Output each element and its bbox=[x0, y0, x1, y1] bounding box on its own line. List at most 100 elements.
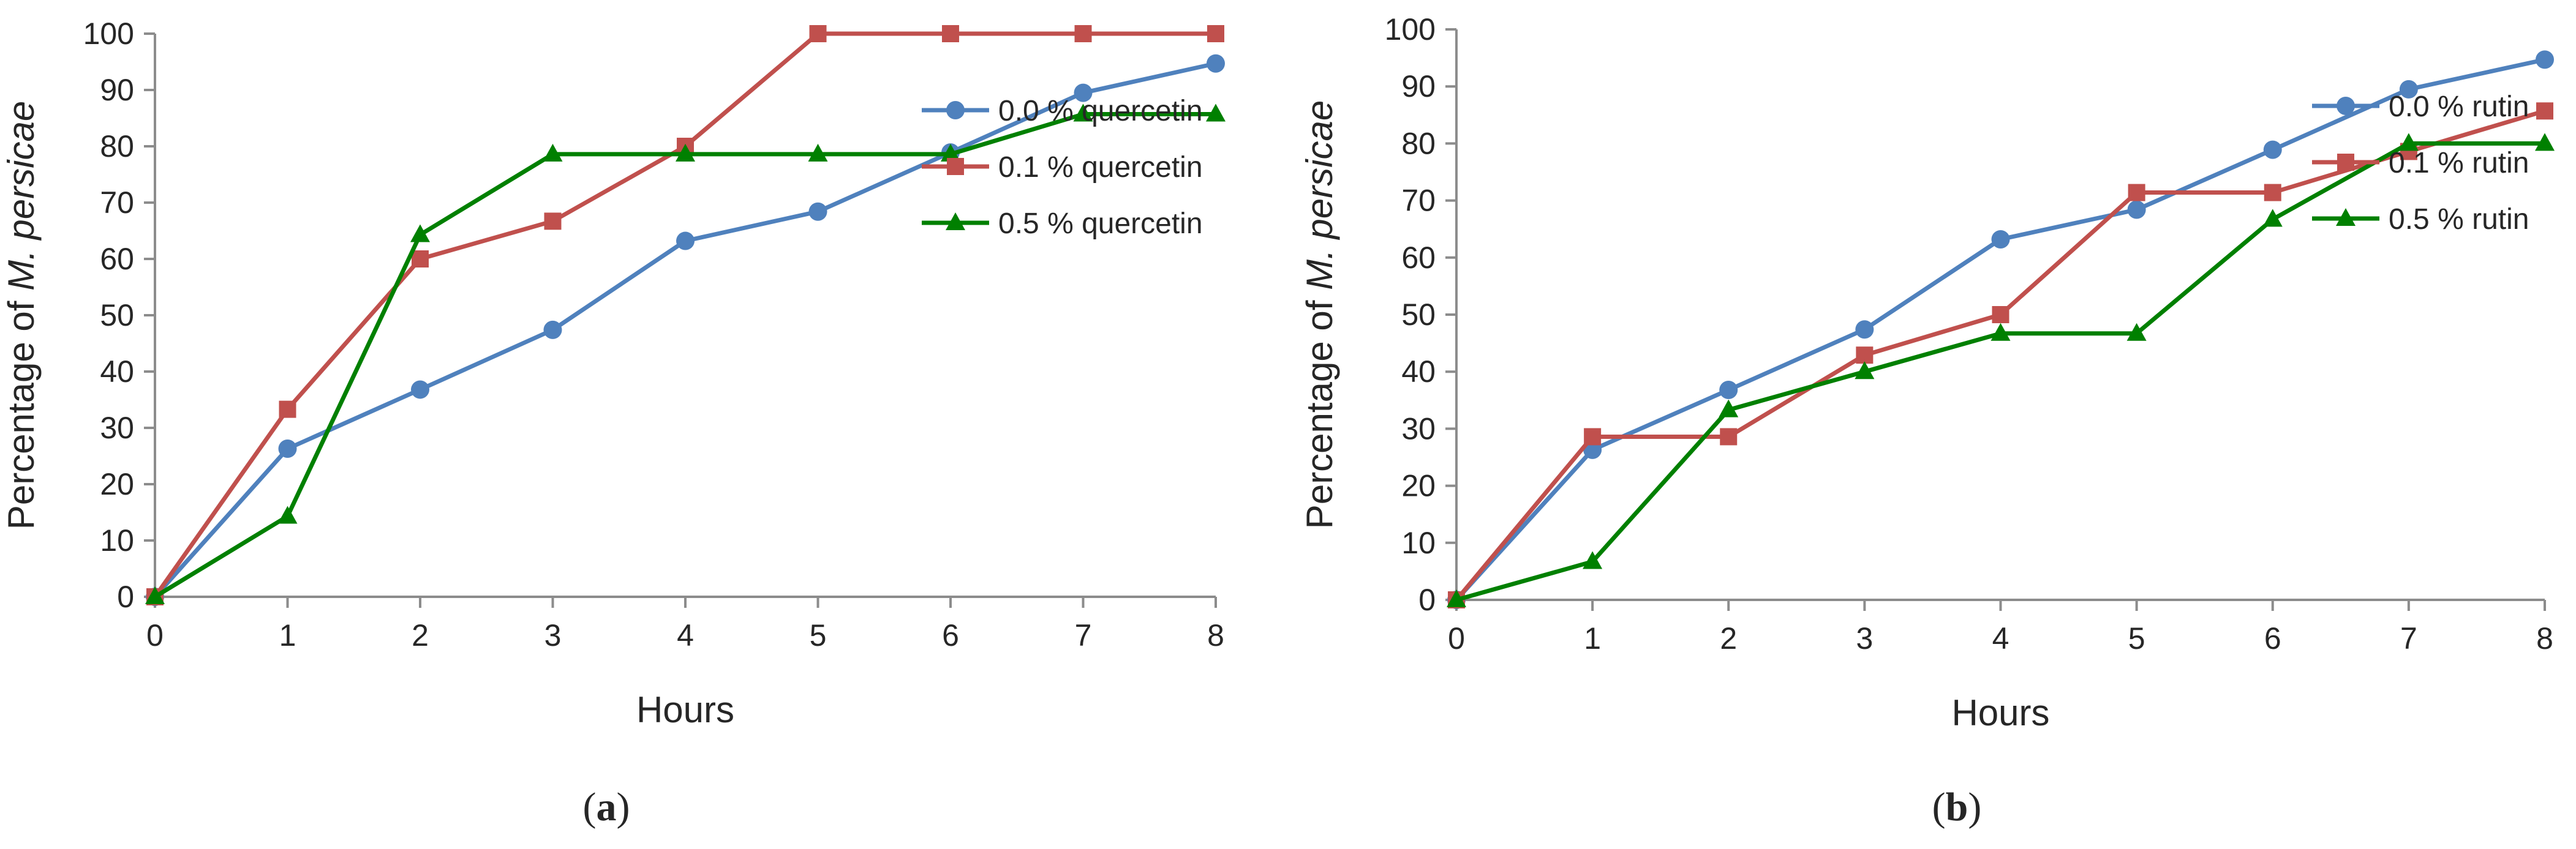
legend-entry: 0.1 % rutin bbox=[2389, 147, 2529, 179]
x-tick-label: 1 bbox=[279, 618, 296, 653]
data-point bbox=[1073, 103, 1093, 122]
y-tick-label: 60 bbox=[1401, 241, 1436, 275]
y-tick-label: 30 bbox=[100, 411, 134, 445]
chart-panel-a: 0 10 20 30 40 50 60 70 80 90 100 0 1 2 3 4 5 6 7 8 Hours Perc… bbox=[1, 17, 1226, 829]
data-point bbox=[145, 586, 165, 604]
y-tick-label: 80 bbox=[100, 129, 134, 163]
data-point bbox=[410, 224, 430, 242]
x-tick-label: 4 bbox=[677, 618, 694, 653]
data-point bbox=[1074, 25, 1092, 42]
data-point bbox=[1207, 54, 1225, 73]
data-point bbox=[2536, 102, 2553, 120]
data-point bbox=[1855, 320, 1874, 339]
data-point bbox=[808, 202, 827, 221]
legend-marker bbox=[2337, 154, 2354, 171]
x-tick-label: 7 bbox=[2400, 621, 2417, 656]
data-point bbox=[2398, 133, 2419, 151]
x-axis-title: Hours bbox=[1951, 692, 2049, 733]
series-2 bbox=[1447, 133, 2555, 607]
x-tick-label: 1 bbox=[1584, 621, 1601, 656]
y-tick-label: 90 bbox=[1401, 69, 1436, 103]
data-point bbox=[411, 380, 429, 399]
legend-marker bbox=[946, 101, 965, 119]
data-point bbox=[2535, 133, 2555, 151]
data-point bbox=[1991, 230, 2010, 249]
x-axis-title: Hours bbox=[636, 689, 734, 730]
data-point bbox=[1720, 428, 1738, 446]
x-tick-label: 3 bbox=[1856, 621, 1873, 656]
legend-entry: 0.5 % rutin bbox=[2389, 203, 2529, 236]
y-tick-label: 100 bbox=[1385, 12, 1436, 47]
data-point bbox=[1584, 428, 1602, 446]
data-point bbox=[1206, 103, 1226, 122]
data-point bbox=[2126, 323, 2147, 341]
y-tick-label: 10 bbox=[100, 523, 134, 558]
data-point bbox=[412, 250, 429, 267]
x-tick-label: 3 bbox=[544, 618, 562, 653]
series-2 bbox=[145, 103, 1226, 604]
y-tick-label: 0 bbox=[117, 580, 134, 614]
data-point bbox=[543, 143, 563, 162]
legend: 0.0 % quercetin 0.1 % quercetin 0.5 % quer… bbox=[922, 95, 1203, 240]
y-tick-label: 100 bbox=[83, 17, 134, 51]
y-tick-label: 40 bbox=[100, 354, 134, 389]
legend-entry: 0.0 % rutin bbox=[2389, 91, 2529, 123]
data-point bbox=[2127, 200, 2146, 219]
series-0 bbox=[146, 54, 1225, 606]
x-tick-label: 8 bbox=[2536, 621, 2553, 656]
data-point bbox=[279, 400, 296, 418]
legend-marker bbox=[2337, 97, 2355, 115]
data-point bbox=[2128, 184, 2145, 201]
series-line bbox=[1456, 141, 2545, 602]
y-tick-label: 20 bbox=[100, 467, 134, 501]
data-point bbox=[1583, 551, 1603, 569]
data-point bbox=[2536, 50, 2554, 69]
x-tick-label: 5 bbox=[810, 618, 827, 653]
x-tick-label: 7 bbox=[1075, 618, 1092, 653]
panel-label: (b) bbox=[1932, 785, 1982, 829]
data-point bbox=[1074, 83, 1093, 102]
legend-entry: 0.0 % quercetin bbox=[998, 95, 1203, 127]
series-1 bbox=[1448, 102, 2553, 608]
data-point bbox=[1990, 323, 2011, 341]
y-tick-label: 20 bbox=[1401, 469, 1436, 503]
data-point bbox=[2264, 184, 2281, 201]
x-tick-label: 5 bbox=[2128, 621, 2145, 656]
data-point bbox=[544, 212, 562, 230]
data-point bbox=[1207, 25, 1224, 42]
data-point bbox=[1855, 361, 1875, 380]
data-point bbox=[2262, 209, 2283, 227]
legend-entry: 0.5 % quercetin bbox=[998, 208, 1203, 240]
data-point bbox=[543, 320, 562, 339]
data-point bbox=[1992, 306, 2009, 323]
y-tick-label: 90 bbox=[100, 73, 134, 107]
y-tick-label: 10 bbox=[1401, 526, 1436, 560]
series-line bbox=[154, 112, 1216, 599]
data-point bbox=[676, 231, 695, 250]
y-tick-label: 70 bbox=[1401, 184, 1436, 218]
data-point bbox=[1719, 399, 1739, 417]
legend-entry: 0.1 % quercetin bbox=[998, 151, 1203, 184]
x-tick-label: 6 bbox=[2264, 621, 2281, 656]
y-tick-label: 50 bbox=[1401, 297, 1436, 332]
x-tick-label: 8 bbox=[1207, 618, 1224, 653]
data-point bbox=[941, 143, 960, 162]
data-point bbox=[277, 506, 298, 524]
series-0 bbox=[1447, 50, 2554, 609]
x-tick-label: 0 bbox=[1448, 621, 1465, 656]
series-line bbox=[1455, 108, 2545, 602]
data-point bbox=[676, 143, 695, 162]
legend: 0.0 % rutin 0.1 % rutin 0.5 % rutin bbox=[2312, 91, 2529, 236]
y-axis-title: Percentage of M. persicae bbox=[1, 101, 42, 529]
data-point bbox=[2263, 140, 2282, 159]
x-tick-label: 2 bbox=[412, 618, 429, 653]
panel-label: (a) bbox=[583, 785, 630, 829]
y-tick-label: 40 bbox=[1401, 354, 1436, 389]
data-point bbox=[809, 25, 827, 42]
data-point bbox=[2399, 80, 2418, 99]
data-point bbox=[1447, 589, 1466, 607]
y-tick-label: 30 bbox=[1401, 411, 1436, 446]
y-tick-label: 80 bbox=[1401, 126, 1436, 160]
data-point bbox=[808, 143, 828, 162]
